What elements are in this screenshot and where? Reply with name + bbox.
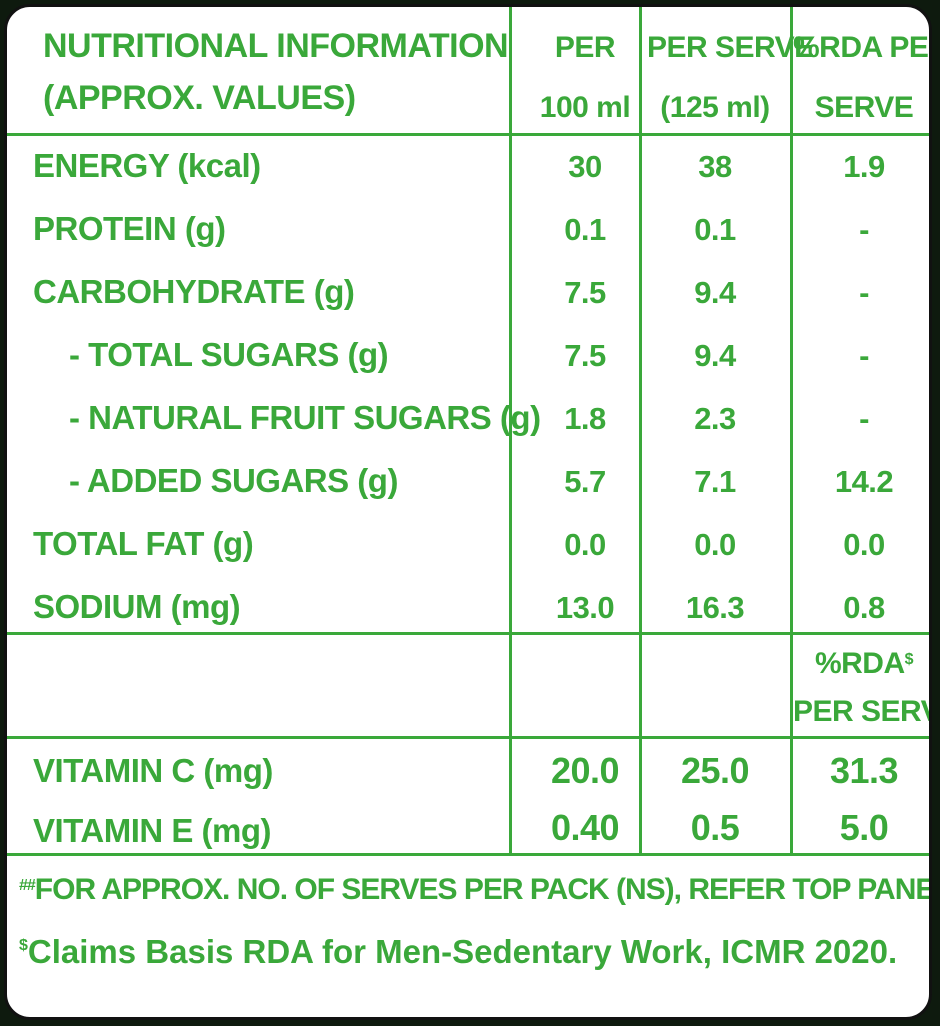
row-label: - TOTAL SUGARS (g): [69, 336, 389, 373]
row-perserve: 16.3: [685, 590, 745, 625]
vitamin-rda-header-text: %RDA: [814, 647, 905, 680]
row-perserve: 0.0: [694, 527, 736, 562]
row-per100: 13.0: [555, 590, 615, 625]
divider-vitamin-header: [7, 736, 929, 739]
divider-header: [7, 133, 929, 136]
row-per100: 7.5: [564, 338, 606, 373]
row-label: ENERGY (kcal): [33, 147, 261, 184]
divider-nutrients-end: [7, 632, 929, 635]
divider-col2: [639, 7, 642, 853]
col-header-rda: %RDA PER: [793, 31, 929, 64]
row-per100: 1.8: [564, 401, 606, 436]
row-perserve: 9.4: [694, 338, 736, 373]
vitamin-rda-header-line2: PER SERVE: [793, 695, 929, 728]
row-perserve: 25.0: [680, 750, 750, 791]
row-label: CARBOHYDRATE (g): [33, 273, 355, 310]
row-perserve: 2.3: [694, 401, 736, 436]
col-header-per100-unit: 100 ml: [539, 91, 631, 124]
row-label: - NATURAL FRUIT SUGARS (g): [69, 399, 541, 436]
divider-col1: [509, 7, 512, 853]
col-header-rda-line2: SERVE: [814, 91, 914, 124]
row-rda: 5.0: [839, 807, 889, 848]
row-rda: 0.8: [843, 590, 885, 625]
row-per100: 0.0: [564, 527, 606, 562]
row-label: TOTAL FAT (g): [33, 525, 254, 562]
row-label: PROTEIN (g): [33, 210, 226, 247]
row-perserve: 7.1: [694, 464, 736, 499]
row-perserve: 0.5: [690, 807, 740, 848]
rda-footnote-mark: $: [904, 651, 914, 668]
row-per100: 7.5: [564, 275, 606, 310]
footnote-rda-text: Claims Basis RDA for Men-Sedentary Work,…: [27, 933, 898, 970]
row-per100: 0.1: [564, 212, 606, 247]
divider-footer: [7, 853, 929, 856]
table-title: NUTRITIONAL INFORMATION: [43, 27, 509, 65]
row-rda: 31.3: [829, 750, 899, 791]
row-label: SODIUM (mg): [33, 588, 241, 625]
row-rda: -: [859, 401, 869, 436]
row-per100: 0.40: [550, 807, 620, 848]
col-header-perserve: PER SERVE: [647, 31, 814, 64]
row-rda: 14.2: [834, 464, 894, 499]
row-per100: 5.7: [564, 464, 606, 499]
vitamin-rda-header: %RDA$: [793, 647, 929, 681]
row-per100: 30: [568, 149, 602, 184]
row-label: VITAMIN E (mg): [33, 812, 272, 849]
footnote-rda-mark: $: [19, 937, 28, 954]
row-rda: -: [859, 275, 869, 310]
table-subtitle: (APPROX. VALUES): [43, 79, 356, 117]
row-perserve: 0.1: [694, 212, 736, 247]
row-rda: 0.0: [843, 527, 885, 562]
row-per100: 20.0: [550, 750, 620, 791]
col-header-per100: PER: [554, 31, 616, 64]
row-perserve: 38: [698, 149, 732, 184]
footnote-serves: ##FOR APPROX. NO. OF SERVES PER PACK (NS…: [19, 873, 932, 907]
col-header-perserve-unit: (125 ml): [660, 91, 770, 124]
row-perserve: 9.4: [694, 275, 736, 310]
row-rda: -: [859, 338, 869, 373]
footnote-rda-basis: $Claims Basis RDA for Men-Sedentary Work…: [19, 933, 897, 971]
footnote-serves-text: FOR APPROX. NO. OF SERVES PER PACK (NS),…: [34, 873, 932, 906]
row-label: VITAMIN C (mg): [33, 752, 273, 789]
footnote-serves-mark: ##: [19, 877, 36, 894]
row-rda: 1.9: [843, 149, 885, 184]
row-rda: -: [859, 212, 869, 247]
row-label: - ADDED SUGARS (g): [69, 462, 398, 499]
divider-col3: [790, 7, 793, 853]
nutrition-label-panel: NUTRITIONAL INFORMATION (APPROX. VALUES)…: [4, 4, 932, 1020]
